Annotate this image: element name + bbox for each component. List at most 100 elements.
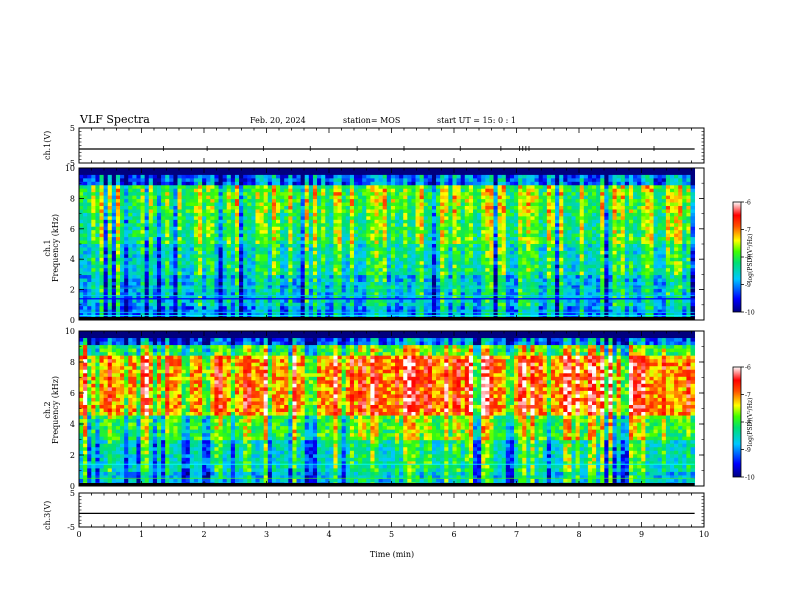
- spectrogram-cell: [169, 306, 174, 311]
- spectrogram-cell: [317, 295, 322, 300]
- spectrogram-cell: [509, 282, 515, 286]
- spectrogram-cell: [214, 226, 219, 231]
- spectrogram-cell: [501, 192, 507, 197]
- spectrogram-cell: [148, 295, 154, 300]
- spectrogram-cell: [300, 226, 306, 231]
- spectrogram-cell: [255, 219, 260, 224]
- spectrogram-cell: [395, 212, 400, 217]
- spectrogram-cell: [481, 223, 486, 228]
- spectrogram-cell: [185, 278, 191, 283]
- spectrogram-cell: [115, 250, 121, 255]
- spectrogram-cell: [395, 309, 400, 314]
- spectrogram-cell: [276, 275, 281, 279]
- spectrogram-cell: [210, 264, 215, 269]
- spectrogram-cell: [177, 285, 182, 290]
- spectrogram-cell: [485, 168, 490, 172]
- spectrogram-cell: [185, 254, 191, 259]
- spectrogram-cell: [312, 275, 318, 279]
- spectrogram-cell: [193, 292, 199, 297]
- spectrogram-cell: [271, 171, 277, 176]
- spectrogram-cell: [325, 209, 330, 214]
- spectrogram-cell: [128, 199, 133, 203]
- spectrogram-cell: [124, 302, 129, 307]
- spectrogram-cell: [407, 288, 412, 293]
- spectrogram-cell: [464, 202, 470, 207]
- spectrogram-cell: [415, 181, 421, 186]
- spectrogram-cell: [468, 212, 474, 217]
- spectrogram-cell: [411, 295, 416, 300]
- spectrogram-cell: [296, 302, 302, 307]
- spectrogram-cell: [132, 195, 137, 200]
- spectrogram-cell: [386, 292, 392, 297]
- spectrogram-cell: [386, 174, 392, 179]
- spectrogram-cell: [395, 240, 400, 245]
- spectrogram-cell: [99, 285, 105, 290]
- spectrogram-cell: [411, 237, 416, 241]
- spectrogram-cell: [263, 264, 269, 269]
- spectrogram-cell: [189, 285, 195, 290]
- spectrogram-cell: [452, 244, 457, 248]
- spectrogram-cell: [181, 237, 187, 241]
- spectrogram-cell: [124, 168, 129, 172]
- spectrogram-cell: [152, 185, 158, 190]
- spectrogram-cell: [300, 299, 306, 304]
- spectrogram-cell: [382, 240, 388, 245]
- spectrogram-cell: [140, 226, 146, 231]
- spectrogram-cell: [193, 240, 199, 245]
- spectrogram-cell: [337, 199, 343, 203]
- spectrogram-cell: [193, 250, 199, 255]
- spectrogram-cell: [333, 206, 338, 210]
- spectrogram-cell: [460, 168, 466, 172]
- spectrogram-cell: [321, 185, 326, 190]
- spectrogram-cell: [431, 264, 437, 269]
- spectrogram-cell: [181, 302, 187, 307]
- spectrogram-cell: [103, 178, 109, 183]
- spectrogram-cell: [370, 199, 375, 203]
- spectrogram-cell: [501, 268, 507, 273]
- spectrogram-cell: [514, 223, 519, 228]
- spectrogram-cell: [382, 275, 388, 279]
- spectrogram-cell: [165, 188, 170, 193]
- spectrogram-cell: [193, 295, 199, 300]
- spectrogram-cell: [300, 216, 306, 221]
- spectrogram-cell: [247, 244, 252, 248]
- spectrogram-cell: [505, 271, 511, 276]
- spectrogram-cell: [386, 223, 392, 228]
- spectrogram-cell: [230, 188, 236, 193]
- spectrogram-cell: [514, 171, 519, 176]
- spectrogram-cell: [177, 302, 182, 307]
- spectrogram-cell: [468, 261, 474, 266]
- spectrogram-cell: [140, 264, 146, 269]
- spectrogram-cell: [325, 278, 330, 283]
- spectrogram-cell: [91, 219, 96, 224]
- spectrogram-cell: [148, 282, 154, 286]
- spectrogram-cell: [161, 292, 166, 297]
- spectrogram-cell: [239, 306, 244, 311]
- spectrogram-cell: [120, 292, 125, 297]
- spectrogram-cell: [271, 271, 277, 276]
- spectrogram-cell: [103, 278, 109, 283]
- spectrogram-cell: [202, 250, 207, 255]
- spectrogram-cell: [358, 285, 363, 290]
- spectrogram-cell: [493, 168, 499, 172]
- spectrogram-cell: [263, 216, 269, 221]
- spectrogram-cell: [296, 202, 302, 207]
- spectrogram-cell: [497, 219, 503, 224]
- spectrogram-cell: [448, 268, 453, 273]
- spectrogram-cell: [169, 192, 174, 197]
- spectrogram-cell: [103, 250, 109, 255]
- spectrogram-cell: [349, 292, 355, 297]
- spectrogram-cell: [288, 195, 293, 200]
- spectrogram-cell: [514, 309, 519, 314]
- spectrogram-cell: [477, 219, 482, 224]
- spectrogram-cell: [120, 174, 125, 179]
- spectrogram-cell: [296, 168, 302, 172]
- spectrogram-cell: [440, 264, 445, 269]
- spectrogram-cell: [349, 278, 355, 283]
- spectrogram-cell: [468, 271, 474, 276]
- spectrogram-cell: [120, 223, 125, 228]
- spectrogram-cell: [473, 233, 478, 238]
- spectrogram-cell: [79, 306, 84, 311]
- spectrogram-cell: [255, 216, 260, 221]
- spectrogram-cell: [304, 223, 310, 228]
